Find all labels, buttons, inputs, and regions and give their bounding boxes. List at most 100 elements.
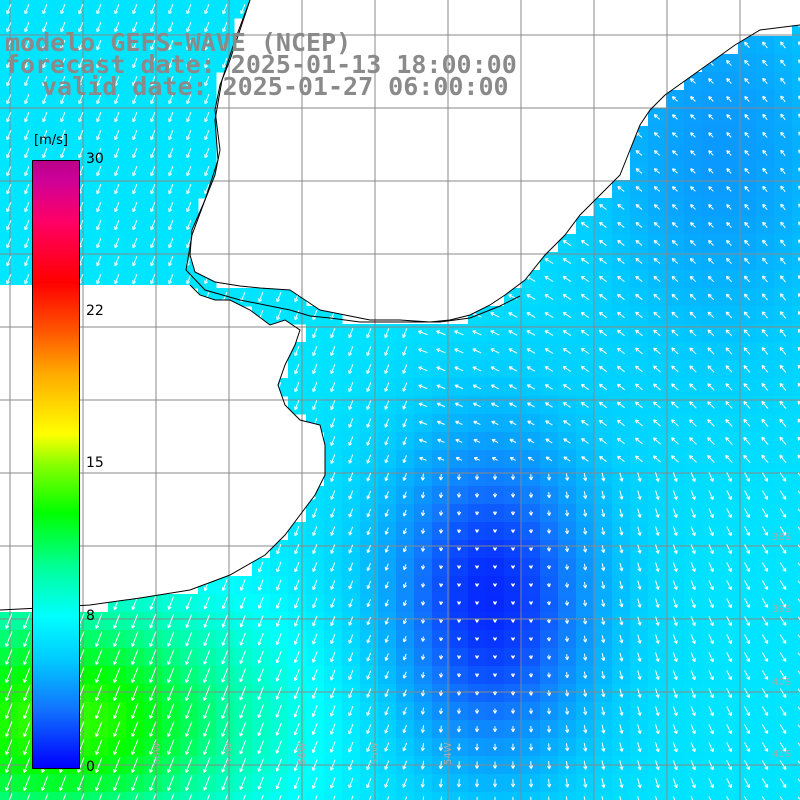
wind-arrow-head [24, 11, 29, 15]
wind-cell [792, 270, 800, 289]
wind-arrow-head [761, 311, 764, 316]
wind-cell [558, 792, 577, 800]
wind-arrow-head [348, 677, 353, 681]
wind-arrow [617, 401, 625, 409]
wind-arrow [689, 347, 697, 355]
wind-arrow [619, 490, 623, 500]
wind-arrow [294, 543, 300, 555]
wind-arrow-head [185, 643, 190, 647]
wind-arrow [421, 743, 425, 751]
wind-arrow-head [567, 477, 570, 481]
wind-arrow-head [42, 11, 47, 15]
wind-arrow-head [548, 637, 552, 642]
wind-cell [396, 792, 415, 800]
wind-arrow [348, 436, 354, 446]
wind-arrow-head [676, 532, 678, 536]
wind-arrow [601, 472, 605, 482]
wind-arrow [312, 705, 318, 717]
wind-arrow-head [580, 384, 584, 388]
wind-arrow [544, 348, 554, 354]
wind-arrow [708, 60, 714, 66]
wind-arrow-head [617, 294, 620, 298]
wind-arrow [726, 706, 732, 716]
wind-arrow [637, 508, 641, 518]
wind-arrow-head [403, 675, 407, 679]
wind-arrow [114, 183, 120, 195]
wind-arrow-head [743, 276, 746, 280]
wind-arrow [402, 382, 408, 392]
wind-arrow-head [762, 186, 764, 190]
wind-cell [612, 792, 631, 800]
wind-arrow [601, 581, 605, 589]
wind-arrow-head [707, 365, 710, 370]
wind-arrow [654, 706, 660, 716]
wind-arrow [708, 490, 714, 500]
wind-arrow [239, 668, 247, 682]
wind-arrow [367, 616, 371, 626]
wind-arrow-head [403, 442, 407, 446]
wind-arrow [6, 93, 12, 105]
wind-arrow [385, 671, 389, 679]
wind-arrow-head [436, 403, 440, 407]
wind-arrow-head [276, 660, 280, 664]
wind-arrow [619, 688, 623, 698]
wind-cell [774, 792, 793, 800]
wind-arrow-head [598, 258, 602, 262]
wind-arrow [707, 383, 715, 391]
wind-arrow-head [258, 624, 262, 628]
wind-arrow [312, 508, 318, 518]
wind-arrow-head [761, 347, 764, 352]
wind-arrow-head [657, 567, 660, 572]
wind-arrow [708, 724, 714, 734]
wind-arrow-head [5, 715, 10, 719]
wind-arrow [168, 75, 174, 87]
wind-arrow [490, 366, 500, 372]
wind-arrow [96, 165, 102, 177]
wind-arrow [689, 455, 697, 463]
wind-arrow [744, 41, 750, 49]
wind-arrow-head [114, 119, 119, 123]
wind-arrow-head [743, 401, 746, 406]
wind-arrow [276, 668, 282, 682]
wind-arrow-head [743, 455, 746, 459]
wind-arrow [276, 650, 282, 664]
wind-arrow [708, 562, 714, 572]
wind-arrow [726, 150, 732, 156]
wind-arrow [689, 401, 697, 409]
wind-arrow [366, 346, 372, 356]
wind-arrow [330, 580, 336, 590]
wind-arrow-head [562, 240, 566, 244]
wind-arrow-head [580, 420, 584, 424]
wind-arrow [204, 596, 210, 610]
wind-arrow [6, 165, 12, 177]
wind-arrow-head [603, 531, 606, 535]
wind-arrow [384, 454, 390, 464]
wind-arrow [599, 222, 607, 228]
wind-arrow-head [708, 186, 711, 191]
wind-arrow-head [42, 137, 47, 141]
wind-arrow-head [436, 421, 440, 425]
wind-arrow [258, 561, 264, 573]
wind-arrow [330, 346, 336, 356]
wind-arrow-head [671, 276, 674, 280]
wind-cell [792, 54, 800, 73]
wind-arrow [509, 420, 517, 426]
wind-arrow-head [239, 715, 244, 719]
wind-arrow-head [349, 532, 353, 536]
wind-arrow [744, 222, 750, 228]
wind-arrow [544, 330, 554, 336]
wind-arrow [96, 183, 102, 195]
wind-arrow [671, 293, 679, 301]
wind-arrow [583, 671, 587, 679]
wind-arrow [204, 165, 210, 177]
wind-arrow [743, 329, 751, 337]
wind-arrow [204, 3, 210, 15]
wind-arrow-head [726, 114, 729, 119]
wind-arrow [132, 21, 138, 33]
wind-cell [792, 360, 800, 379]
wind-arrow-head [440, 674, 444, 678]
wind-arrow-head [671, 204, 675, 209]
wind-arrow [203, 739, 211, 755]
wind-arrow-head [403, 585, 407, 589]
wind-arrow [185, 667, 193, 683]
